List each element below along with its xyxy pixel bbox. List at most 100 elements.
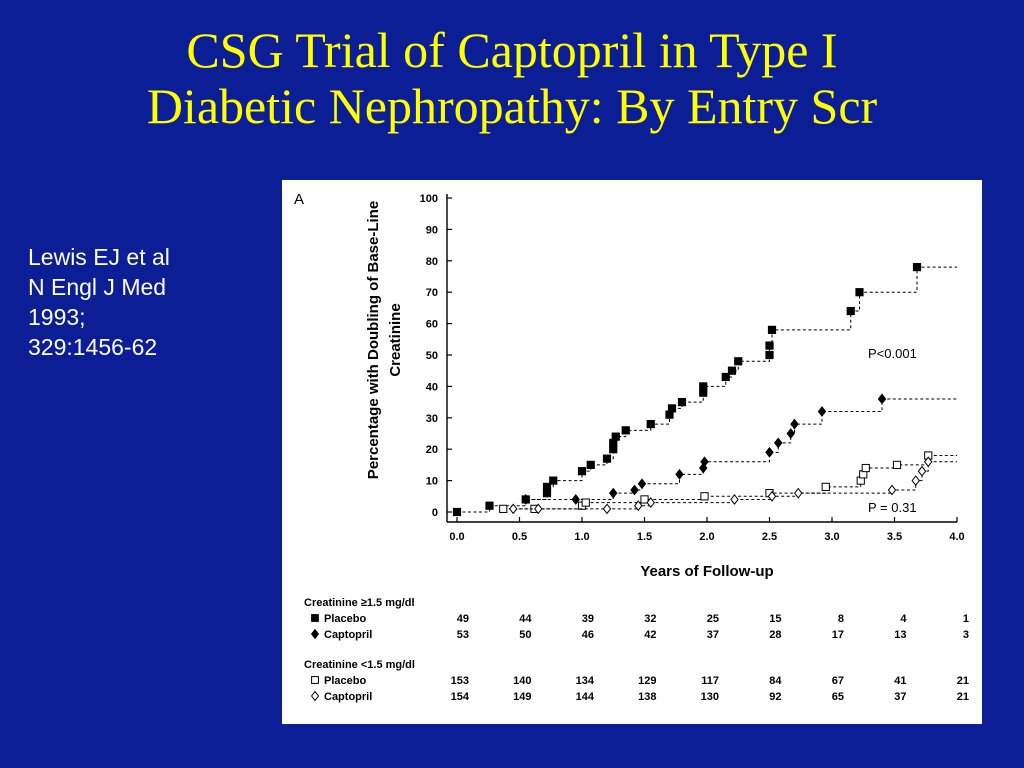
data-point-marker — [817, 406, 827, 417]
series-filled-diamond — [521, 393, 957, 505]
y-tick-label: 70 — [426, 287, 438, 299]
y-tick-label: 40 — [426, 381, 438, 393]
chart-axes: 0.0 0.5 1.0 1.5 2.0 2.5 3.0 3.5 4.0 0 10 20 30 40 50 60… — [420, 193, 965, 543]
x-axis-label: Years of Follow-up — [640, 563, 773, 580]
data-point-marker — [912, 262, 922, 272]
y-tick-label: 100 — [420, 193, 438, 205]
risk-table-row-label: Placebo — [324, 613, 366, 625]
x-tick-label: 0.0 — [449, 531, 464, 543]
data-point-marker — [765, 446, 774, 458]
risk-table-cell: 39 — [582, 613, 594, 625]
data-point-marker — [621, 426, 630, 435]
data-point-marker — [571, 494, 580, 505]
data-point-marker — [727, 366, 737, 375]
x-tick-label: 1.5 — [637, 531, 652, 543]
data-point-marker — [630, 484, 639, 496]
data-point-marker — [774, 437, 783, 449]
y-tick-label: 0 — [432, 507, 438, 519]
data-point-marker — [730, 494, 739, 505]
data-point-marker — [675, 468, 684, 480]
citation: Lewis EJ et al N Engl J Med 1993; 329:14… — [28, 242, 170, 362]
risk-table-cell: 138 — [638, 691, 656, 703]
data-point-marker — [499, 504, 508, 513]
y-axis-label: Percentage with Doubling of Base-Line Cr… — [365, 201, 404, 479]
data-point-marker — [542, 482, 552, 491]
annotation-p-value: P<0.001 — [868, 346, 917, 361]
risk-table-group-header: Creatinine <1.5 mg/dl — [304, 659, 415, 671]
data-point-marker — [917, 465, 927, 477]
data-point-marker — [721, 372, 730, 382]
slide-title: CSG Trial of Captopril in Type I Diabeti… — [0, 22, 1024, 134]
data-point-marker — [924, 456, 933, 468]
x-tick-label: 4.0 — [949, 531, 964, 543]
data-point-marker — [677, 398, 687, 407]
data-point-marker — [667, 404, 677, 413]
risk-table-cell: 1 — [963, 613, 969, 625]
data-point-marker — [887, 484, 897, 496]
data-point-marker — [734, 357, 743, 366]
citation-line: Lewis EJ et al — [28, 244, 170, 270]
risk-table-cell: 67 — [832, 675, 844, 687]
chart-series — [452, 262, 957, 517]
data-point-marker — [311, 676, 319, 684]
risk-table-cell: 42 — [644, 629, 656, 641]
data-point-marker — [700, 456, 709, 468]
risk-table-row-label: Placebo — [324, 675, 366, 687]
x-tick-label: 3.0 — [824, 531, 839, 543]
x-tick-label: 0.5 — [512, 531, 527, 543]
risk-table-cell: 149 — [513, 691, 531, 703]
data-point-marker — [311, 614, 319, 622]
data-point-marker — [509, 503, 518, 515]
data-point-marker — [911, 475, 920, 487]
data-point-marker — [700, 492, 709, 501]
risk-table-row-label: Captopril — [324, 629, 372, 641]
data-point-marker — [611, 432, 620, 441]
risk-table-cell: 53 — [457, 629, 469, 641]
risk-table-cell: 41 — [894, 675, 906, 687]
data-point-marker — [877, 393, 887, 405]
y-tick-label: 60 — [426, 319, 438, 331]
data-point-marker — [699, 382, 708, 391]
data-point-marker — [786, 428, 795, 439]
y-axis-label-line-2: Creatinine — [387, 303, 404, 376]
risk-table-cell: 49 — [457, 613, 469, 625]
data-point-marker — [767, 490, 777, 502]
data-point-marker — [646, 497, 655, 508]
data-point-marker — [790, 418, 799, 430]
risk-table-cell: 144 — [576, 691, 595, 703]
risk-table-row-label: Captopril — [324, 691, 372, 703]
risk-table-cell: 140 — [513, 675, 531, 687]
data-point-marker — [861, 463, 870, 473]
data-point-marker — [637, 478, 647, 490]
data-point-marker — [602, 503, 612, 515]
data-point-marker — [646, 419, 655, 429]
data-point-marker — [855, 288, 864, 297]
risk-table-cell: 129 — [638, 675, 656, 687]
data-point-marker — [534, 503, 543, 515]
y-tick-label: 90 — [426, 224, 438, 236]
risk-table-cell: 3 — [963, 629, 969, 641]
x-tick-label: 2.0 — [699, 531, 714, 543]
figure-panel: A Percentage with Doubling of Base-Line … — [282, 180, 982, 724]
x-tick-label: 2.5 — [762, 531, 777, 543]
series-line — [525, 398, 957, 500]
risk-table-cell: 21 — [957, 691, 969, 703]
citation-line: 1993; — [28, 304, 86, 330]
risk-table-cell: 134 — [576, 675, 595, 687]
data-point-marker — [310, 690, 320, 702]
data-point-marker — [602, 454, 612, 463]
risk-table-cell: 50 — [519, 629, 531, 641]
y-axis-label-line-1: Percentage with Doubling of Base-Line — [365, 201, 382, 479]
y-tick-label: 80 — [426, 256, 438, 268]
data-point-marker — [577, 467, 587, 476]
y-tick-label: 10 — [426, 476, 438, 488]
y-tick-label: 30 — [426, 413, 438, 425]
risk-table-cell: 37 — [707, 629, 719, 641]
risk-table-cell: 46 — [582, 629, 594, 641]
risk-table-cell: 117 — [701, 675, 719, 687]
risk-table-cell: 84 — [769, 675, 782, 687]
data-point-marker — [310, 628, 320, 640]
risk-table-cell: 153 — [451, 675, 469, 687]
citation-line: 329:1456-62 — [28, 334, 158, 360]
